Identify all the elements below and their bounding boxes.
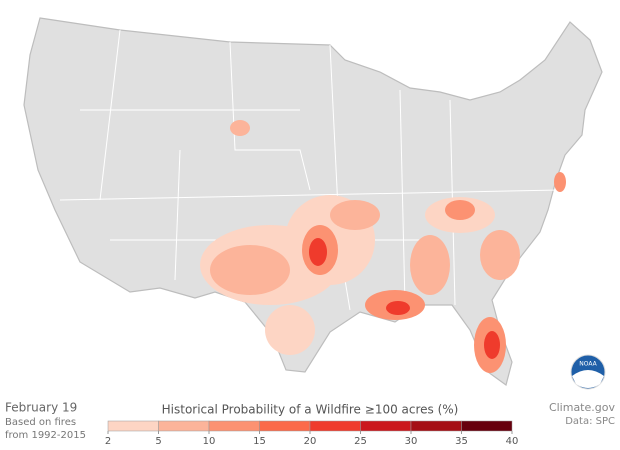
legend-swatch [309, 420, 361, 432]
legend-tick-label: 20 [304, 436, 317, 447]
logo-text: NOAA [579, 361, 597, 368]
legend-tick-label: 30 [405, 436, 418, 447]
legend-tick-label: 10 [203, 436, 216, 447]
site-credit: Climate.gov [549, 401, 616, 414]
probability-areas [200, 120, 566, 373]
date-label: February 19 [5, 401, 77, 415]
legend-swatch [461, 420, 513, 432]
legend-swatch [208, 420, 260, 432]
legend-swatch [158, 420, 210, 432]
legend-tick-label: 40 [506, 436, 519, 447]
legend-swatch [360, 420, 412, 432]
legend-swatch [107, 420, 159, 432]
legend-tick-label: 5 [155, 436, 161, 447]
legend-tick-label: 25 [354, 436, 367, 447]
legend-title: Historical Probability of a Wildfire ≥10… [162, 403, 459, 417]
note-line: Based on fires [5, 417, 76, 428]
legend-tick-label: 35 [455, 436, 468, 447]
legend-tick-label: 15 [253, 436, 266, 447]
source-credit: Data: SPC [565, 416, 615, 427]
legend-tick-label: 2 [105, 436, 111, 447]
legend-swatch [259, 420, 311, 432]
noaa-logo: NOAA [570, 354, 606, 390]
legend-swatch [410, 420, 462, 432]
note-line: from 1992-2015 [5, 430, 86, 441]
